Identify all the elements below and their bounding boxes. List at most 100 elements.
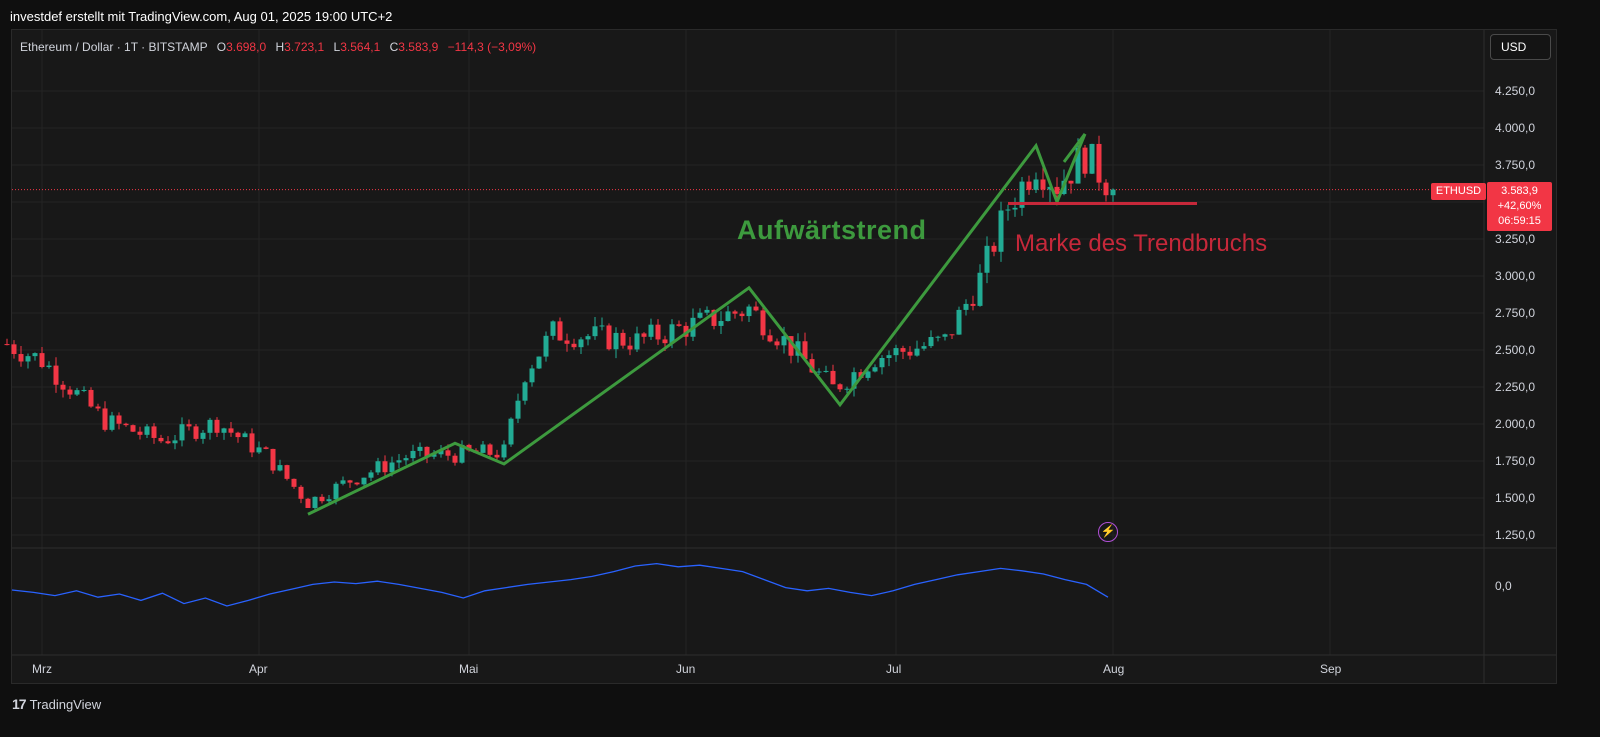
candle-body [606,325,612,350]
candle-body [1054,186,1060,194]
candle-body [340,480,346,484]
currency-button[interactable]: USD [1490,34,1551,60]
candle-body [970,303,976,306]
chart-credit: investdef erstellt mit TradingView.com, … [10,9,393,24]
symbol-title[interactable]: Ethereum / Dollar · 1T · BITSTAMP [20,40,208,54]
candle-body [361,477,367,485]
candle-body [1005,209,1011,211]
y-tick-label: 1.750,0 [1495,454,1535,468]
candle-body [851,372,857,389]
uptrend-final-leg [1062,133,1087,163]
candle-body [1082,147,1088,174]
candle-body [774,341,780,346]
candle-body [830,370,836,385]
candle-body [158,437,164,442]
last-price-change: +42,60% [1497,200,1542,212]
last-price-value: 3.583,9 [1501,185,1538,197]
candle-body [1012,207,1018,210]
candle-body [207,419,213,433]
candle-body [823,370,829,372]
candle-body [697,312,703,318]
tradingview-logo[interactable]: 17 TradingView [12,696,101,712]
close-value: 3.583,9 [398,40,439,54]
candle-body [767,335,773,342]
candle-body [1047,186,1053,190]
candle-body [46,365,52,368]
uptrend-annotation: Aufwärtstrend [737,215,927,245]
candle-body [935,336,941,338]
y-tick-label: 2.500,0 [1495,343,1535,357]
candle-body [725,311,731,322]
candle-body [4,344,10,346]
candle-body [921,346,927,349]
oscillator-zero-label: 0,0 [1495,579,1512,593]
trendbreak-annotation: Marke des Trendbruchs [1015,230,1268,257]
y-tick-label: 1.500,0 [1495,491,1535,505]
candle-body [270,448,276,471]
candle-body [760,310,766,336]
candle-body [977,272,983,306]
candle-body [585,336,591,340]
candle-body [536,356,542,369]
candle-body [102,408,108,430]
tradingview-mark-icon: 17 [12,696,27,712]
candle-body [88,389,94,407]
chart-panel[interactable] [11,29,1557,684]
candle-body [949,334,955,336]
candle-body [641,333,647,337]
candle-body [529,368,535,383]
candle-body [1026,181,1032,190]
y-tick-label: 1.250,0 [1495,528,1535,542]
candle-body [900,348,906,352]
candle-body [613,332,619,350]
candle-body [1033,179,1039,190]
candle-body [18,354,24,362]
candle-body [564,340,570,344]
candle-body [592,326,598,337]
candle-body [753,306,759,311]
candle-body [459,444,465,463]
candle-body [550,321,556,336]
x-tick-label: Jun [676,662,695,676]
candle-body [249,433,255,453]
candle-body [816,371,822,373]
y-tick-label: 2.750,0 [1495,306,1535,320]
candle-body [417,446,423,451]
candle-body [956,309,962,335]
candle-body [284,465,290,479]
candle-body [1068,180,1074,184]
candle-body [39,353,45,368]
candle-body [620,332,626,346]
change-value: −114,3 (−3,09%) [447,40,537,54]
candle-body [907,351,913,356]
bar-countdown: 06:59:15 [1498,215,1541,227]
candle-body [928,337,934,347]
lightning-icon[interactable]: ⚡ [1098,522,1118,542]
candle-body [319,496,325,502]
candle-body [1089,143,1095,174]
candle-body [543,335,549,357]
high-value: 3.723,1 [284,40,325,54]
y-tick-label: 2.000,0 [1495,417,1535,431]
y-tick-label: 3.000,0 [1495,269,1535,283]
candle-body [165,441,171,444]
candle-body [508,418,514,445]
candle-body [235,432,241,438]
candle-body [214,419,220,433]
candle-body [522,382,528,401]
candle-body [886,355,892,359]
candle-body [312,496,318,508]
candle-body [242,433,248,438]
candle-body [676,324,682,326]
open-value: 3.698,0 [226,40,267,54]
candle-body [669,324,675,344]
candle-body [1103,182,1109,196]
candle-body [1110,189,1116,196]
candle-body [326,499,332,502]
candle-body [228,428,234,433]
candle-body [1075,147,1081,184]
candle-body [991,245,997,252]
candle-body [389,462,395,473]
close-label: C [389,40,399,54]
